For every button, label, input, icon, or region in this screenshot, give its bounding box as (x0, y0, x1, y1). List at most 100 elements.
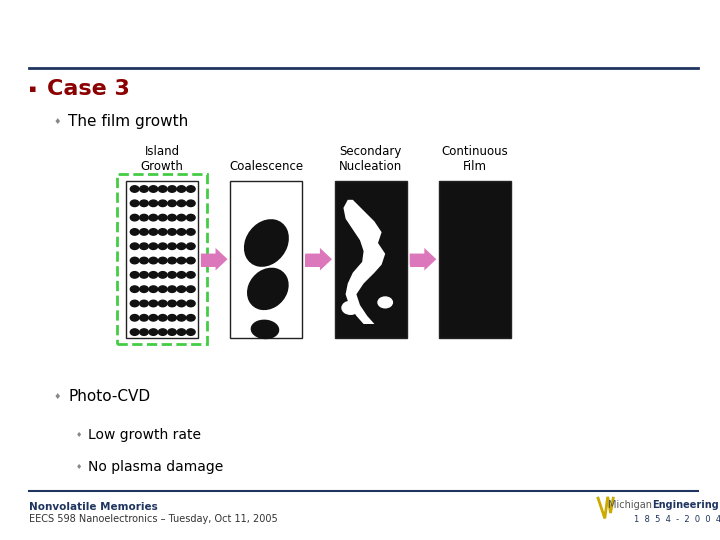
Text: Continuous
Film: Continuous Film (442, 145, 508, 173)
Circle shape (186, 258, 195, 264)
Circle shape (130, 200, 139, 207)
Text: Secondary
Nucleation: Secondary Nucleation (339, 145, 402, 173)
Circle shape (177, 286, 186, 293)
Text: No plasma damage: No plasma damage (88, 460, 223, 474)
Circle shape (168, 258, 176, 264)
Circle shape (149, 214, 158, 221)
Circle shape (140, 243, 148, 249)
Circle shape (140, 286, 148, 293)
Ellipse shape (244, 219, 289, 267)
Circle shape (158, 229, 167, 235)
Circle shape (149, 314, 158, 321)
Text: Photo-CVD: Photo-CVD (68, 389, 150, 404)
Circle shape (149, 329, 158, 335)
Circle shape (158, 186, 167, 192)
Circle shape (149, 229, 158, 235)
Circle shape (130, 243, 139, 249)
Circle shape (177, 243, 186, 249)
Text: EECS 598 Nanoelectronics – Tuesday, Oct 11, 2005: EECS 598 Nanoelectronics – Tuesday, Oct … (29, 515, 277, 524)
Circle shape (342, 301, 359, 314)
Circle shape (186, 186, 195, 192)
Bar (335, 181, 407, 338)
Circle shape (140, 186, 148, 192)
Text: Low growth rate: Low growth rate (88, 428, 201, 442)
Text: Case 3: Case 3 (47, 79, 130, 99)
Circle shape (130, 300, 139, 307)
Text: ♦: ♦ (76, 464, 82, 470)
Circle shape (130, 186, 139, 192)
Circle shape (177, 300, 186, 307)
Circle shape (177, 186, 186, 192)
Circle shape (140, 314, 148, 321)
Circle shape (149, 243, 158, 249)
Circle shape (177, 229, 186, 235)
Circle shape (140, 258, 148, 264)
PathPatch shape (343, 200, 385, 324)
Circle shape (140, 300, 148, 307)
Bar (117, 174, 207, 344)
Circle shape (140, 200, 148, 207)
Circle shape (149, 272, 158, 278)
Text: ▪: ▪ (29, 84, 36, 94)
Circle shape (158, 214, 167, 221)
Circle shape (168, 314, 176, 321)
Circle shape (130, 286, 139, 293)
Bar (410, 255, 426, 267)
Circle shape (130, 329, 139, 335)
Text: ♦: ♦ (76, 431, 82, 438)
Circle shape (378, 297, 392, 308)
Circle shape (149, 286, 158, 293)
Text: Michigan: Michigan (608, 500, 652, 510)
Bar (439, 181, 511, 338)
FancyArrow shape (201, 248, 228, 271)
Circle shape (168, 243, 176, 249)
Circle shape (168, 300, 176, 307)
Circle shape (149, 258, 158, 264)
Circle shape (140, 329, 148, 335)
FancyArrow shape (410, 248, 436, 271)
Circle shape (186, 286, 195, 293)
Text: Coalescence: Coalescence (230, 160, 303, 173)
Text: Nonvolatile Memories: Nonvolatile Memories (29, 502, 158, 511)
Bar (230, 181, 302, 338)
Circle shape (168, 214, 176, 221)
Circle shape (140, 272, 148, 278)
Circle shape (168, 329, 176, 335)
Circle shape (149, 186, 158, 192)
Circle shape (177, 329, 186, 335)
Circle shape (158, 314, 167, 321)
Circle shape (177, 314, 186, 321)
Circle shape (186, 243, 195, 249)
Bar (201, 255, 217, 267)
Circle shape (130, 314, 139, 321)
Text: Island
Growth: Island Growth (140, 145, 184, 173)
Circle shape (168, 186, 176, 192)
FancyArrow shape (305, 248, 332, 271)
Ellipse shape (247, 268, 289, 310)
Circle shape (168, 200, 176, 207)
Circle shape (158, 286, 167, 293)
Bar (126, 181, 198, 338)
Circle shape (140, 214, 148, 221)
Text: Engineering: Engineering (652, 500, 719, 510)
Text: ♦: ♦ (54, 393, 61, 401)
Circle shape (168, 286, 176, 293)
Circle shape (168, 272, 176, 278)
Circle shape (158, 272, 167, 278)
Circle shape (177, 272, 186, 278)
Circle shape (130, 229, 139, 235)
Circle shape (177, 258, 186, 264)
Circle shape (177, 200, 186, 207)
Circle shape (158, 300, 167, 307)
Circle shape (168, 229, 176, 235)
Circle shape (130, 272, 139, 278)
Text: 1  8  5  4  -  2  0  0  4: 1 8 5 4 - 2 0 0 4 (634, 515, 720, 524)
Circle shape (186, 214, 195, 221)
Circle shape (130, 214, 139, 221)
Circle shape (177, 214, 186, 221)
Circle shape (186, 329, 195, 335)
Circle shape (186, 229, 195, 235)
Circle shape (158, 258, 167, 264)
Circle shape (149, 300, 158, 307)
Circle shape (130, 258, 139, 264)
